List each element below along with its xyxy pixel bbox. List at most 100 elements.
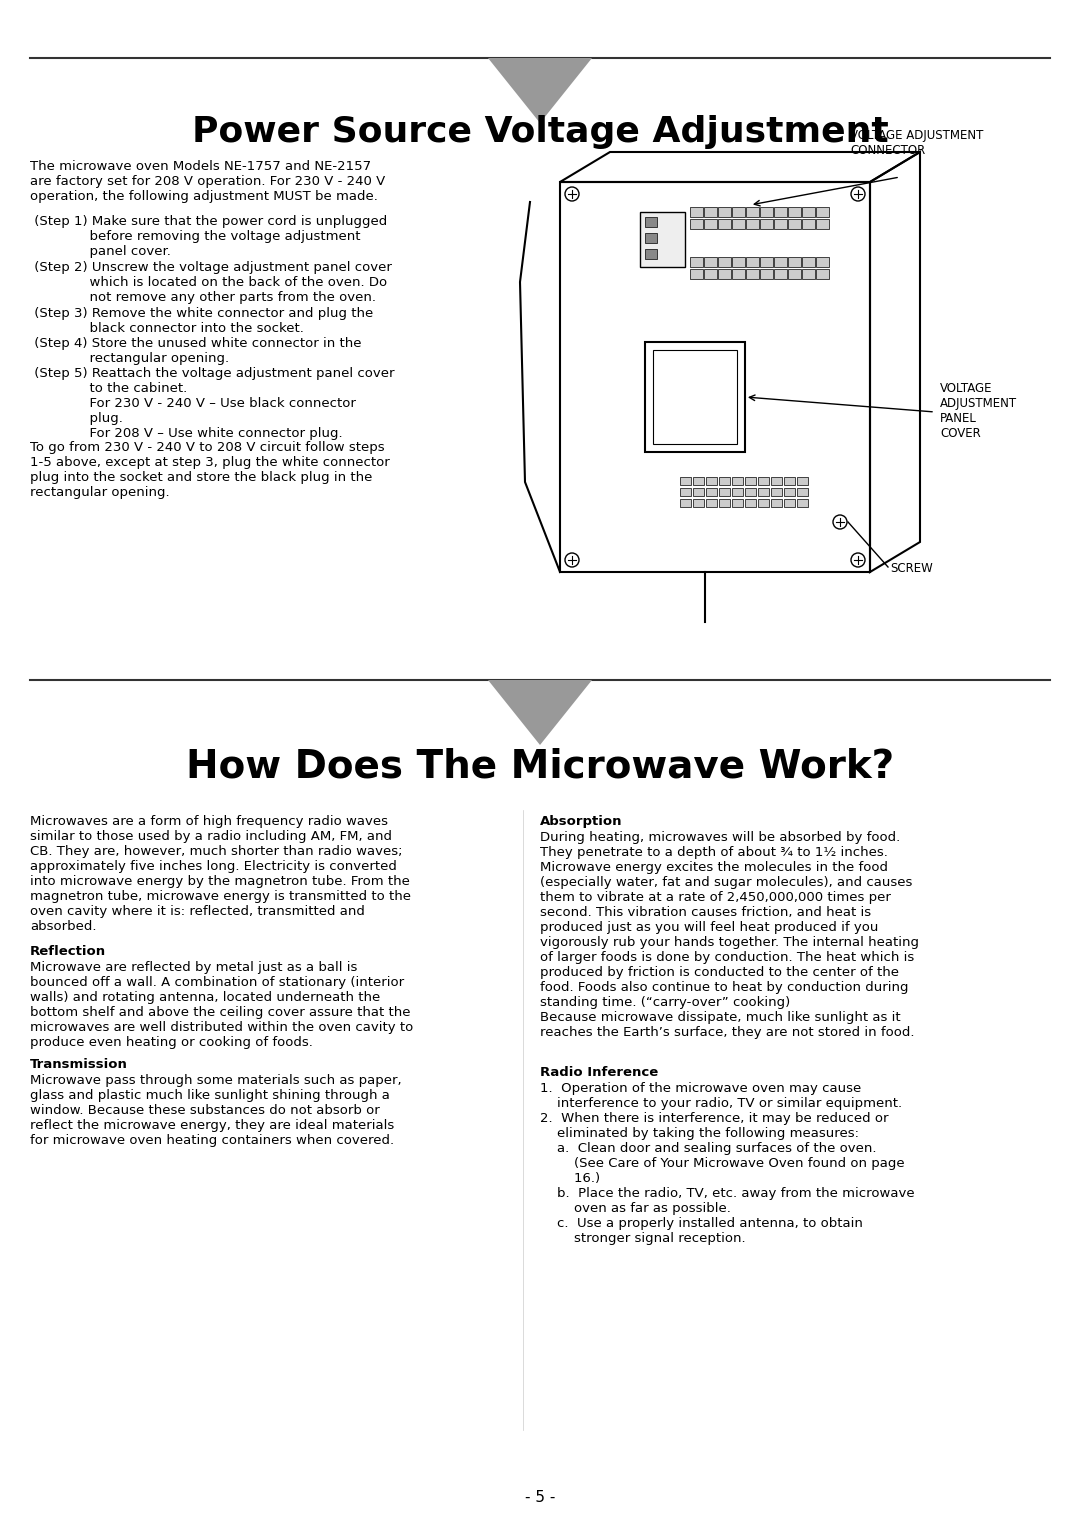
Bar (680, 477, 691, 485)
Text: (Step 4) Store the unused white connector in the
              rectangular openi: (Step 4) Store the unused white connecto… (30, 337, 362, 366)
Bar (802, 270, 815, 279)
Bar (718, 207, 731, 216)
Text: VOLTAGE ADJUSTMENT
CONNECTOR: VOLTAGE ADJUSTMENT CONNECTOR (850, 130, 984, 157)
Bar (774, 258, 787, 267)
Bar (758, 477, 769, 485)
Bar (645, 248, 657, 259)
Bar (719, 477, 730, 485)
Bar (816, 270, 829, 279)
Bar (706, 488, 717, 495)
Bar (746, 270, 759, 279)
Bar (693, 477, 704, 485)
Bar (797, 477, 808, 485)
Bar (706, 498, 717, 507)
Text: (Step 3) Remove the white connector and plug the
              black connector i: (Step 3) Remove the white connector and … (30, 306, 374, 335)
Text: Power Source Voltage Adjustment: Power Source Voltage Adjustment (191, 114, 889, 149)
Bar (704, 270, 717, 279)
Bar (719, 498, 730, 507)
Bar (645, 216, 657, 227)
Bar (690, 207, 703, 216)
Bar (774, 219, 787, 229)
Bar (704, 219, 717, 229)
Bar (774, 270, 787, 279)
Bar (771, 488, 782, 495)
Bar (758, 488, 769, 495)
Text: 1.  Operation of the microwave oven may cause
    interference to your radio, TV: 1. Operation of the microwave oven may c… (540, 1082, 915, 1245)
Bar (784, 498, 795, 507)
Bar (788, 270, 801, 279)
Bar (732, 488, 743, 495)
Bar (693, 498, 704, 507)
Bar (732, 477, 743, 485)
Bar (732, 270, 745, 279)
Bar (718, 270, 731, 279)
Bar (802, 258, 815, 267)
Bar (718, 219, 731, 229)
Bar (746, 258, 759, 267)
Bar (758, 498, 769, 507)
Text: Microwave are reflected by metal just as a ball is
bounced off a wall. A combina: Microwave are reflected by metal just as… (30, 962, 414, 1049)
Polygon shape (488, 680, 592, 745)
Bar (797, 488, 808, 495)
Bar (816, 258, 829, 267)
Bar (645, 233, 657, 242)
Bar (680, 488, 691, 495)
Text: VOLTAGE
ADJUSTMENT
PANEL
COVER: VOLTAGE ADJUSTMENT PANEL COVER (940, 383, 1017, 440)
Bar (802, 219, 815, 229)
Bar (784, 477, 795, 485)
Text: Radio Inference: Radio Inference (540, 1065, 658, 1079)
Bar (746, 207, 759, 216)
Bar (690, 270, 703, 279)
Bar (561, 181, 870, 572)
Bar (784, 488, 795, 495)
Text: (Step 1) Make sure that the power cord is unplugged
              before removin: (Step 1) Make sure that the power cord i… (30, 215, 388, 258)
Bar (732, 219, 745, 229)
Bar (746, 219, 759, 229)
Text: Reflection: Reflection (30, 945, 106, 959)
Bar (645, 341, 745, 453)
Bar (774, 207, 787, 216)
Text: (Step 5) Reattach the voltage adjustment panel cover
              to the cabine: (Step 5) Reattach the voltage adjustment… (30, 367, 394, 395)
Bar (706, 477, 717, 485)
Bar (816, 207, 829, 216)
Polygon shape (488, 58, 592, 123)
Bar (719, 488, 730, 495)
Bar (653, 351, 737, 443)
Bar (745, 488, 756, 495)
Bar (771, 498, 782, 507)
Bar (760, 270, 773, 279)
Bar (745, 477, 756, 485)
Bar (693, 488, 704, 495)
Bar (690, 219, 703, 229)
Text: - 5 -: - 5 - (525, 1490, 555, 1506)
Text: The microwave oven Models NE-1757 and NE-2157
are factory set for 208 V operatio: The microwave oven Models NE-1757 and NE… (30, 160, 386, 203)
Bar (704, 207, 717, 216)
Bar (771, 477, 782, 485)
Bar (718, 258, 731, 267)
Bar (788, 219, 801, 229)
Bar (704, 258, 717, 267)
Text: Absorption: Absorption (540, 815, 622, 828)
Bar (690, 258, 703, 267)
Text: (Step 2) Unscrew the voltage adjustment panel cover
              which is locat: (Step 2) Unscrew the voltage adjustment … (30, 261, 392, 303)
Bar (760, 258, 773, 267)
Bar (797, 498, 808, 507)
Bar (760, 219, 773, 229)
Text: How Does The Microwave Work?: How Does The Microwave Work? (186, 748, 894, 786)
Bar (732, 498, 743, 507)
Bar (745, 498, 756, 507)
Bar (760, 207, 773, 216)
Bar (788, 258, 801, 267)
Text: To go from 230 V - 240 V to 208 V circuit follow steps
1-5 above, except at step: To go from 230 V - 240 V to 208 V circui… (30, 440, 390, 498)
Bar (732, 258, 745, 267)
Bar (816, 219, 829, 229)
Text: For 230 V - 240 V – Use black connector
              plug.
              For 20: For 230 V - 240 V – Use black connector … (30, 396, 356, 440)
Bar (640, 212, 685, 267)
Text: Microwaves are a form of high frequency radio waves
similar to those used by a r: Microwaves are a form of high frequency … (30, 815, 411, 933)
Text: SCREW: SCREW (890, 562, 933, 575)
Bar (788, 207, 801, 216)
Bar (802, 207, 815, 216)
Text: Microwave pass through some materials such as paper,
glass and plastic much like: Microwave pass through some materials su… (30, 1074, 402, 1148)
Bar (732, 207, 745, 216)
Text: Transmission: Transmission (30, 1058, 127, 1071)
